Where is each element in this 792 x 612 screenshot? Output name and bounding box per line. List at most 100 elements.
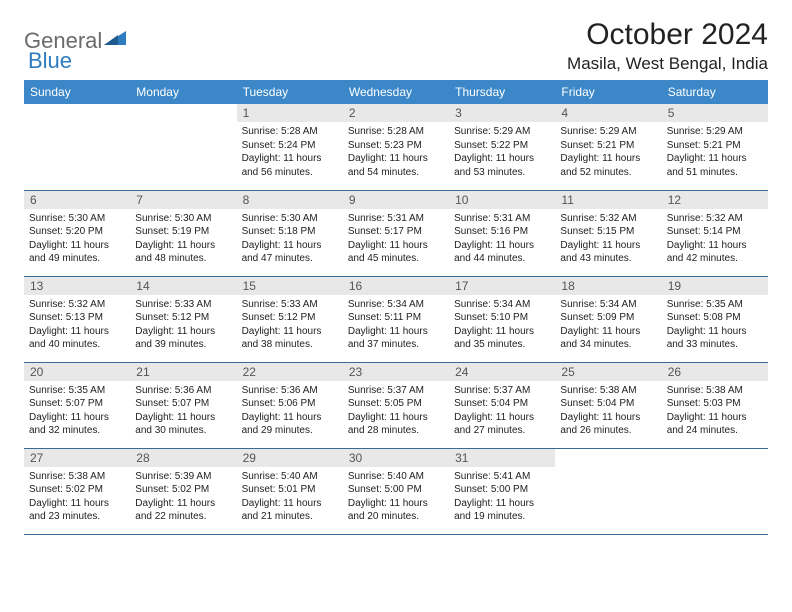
sunset-text: Sunset: 5:12 PM bbox=[135, 311, 231, 325]
sunrise-text: Sunrise: 5:34 AM bbox=[560, 298, 656, 312]
sunrise-text: Sunrise: 5:33 AM bbox=[242, 298, 338, 312]
sunrise-text: Sunrise: 5:35 AM bbox=[667, 298, 763, 312]
calendar-day-cell: 6Sunrise: 5:30 AMSunset: 5:20 PMDaylight… bbox=[24, 190, 130, 276]
day-header: Monday bbox=[130, 80, 236, 104]
calendar-table: Sunday Monday Tuesday Wednesday Thursday… bbox=[24, 80, 768, 535]
day-number: 10 bbox=[449, 191, 555, 209]
day-number: 19 bbox=[662, 277, 768, 295]
calendar-day-cell: 23Sunrise: 5:37 AMSunset: 5:05 PMDayligh… bbox=[343, 362, 449, 448]
calendar-day-cell: 27Sunrise: 5:38 AMSunset: 5:02 PMDayligh… bbox=[24, 448, 130, 534]
daylight-text: Daylight: 11 hours and 48 minutes. bbox=[135, 239, 231, 266]
day-details: Sunrise: 5:28 AMSunset: 5:23 PMDaylight:… bbox=[343, 122, 449, 183]
day-details: Sunrise: 5:35 AMSunset: 5:07 PMDaylight:… bbox=[24, 381, 130, 442]
day-details: Sunrise: 5:34 AMSunset: 5:10 PMDaylight:… bbox=[449, 295, 555, 356]
calendar-day-cell: 8Sunrise: 5:30 AMSunset: 5:18 PMDaylight… bbox=[237, 190, 343, 276]
sunrise-text: Sunrise: 5:38 AM bbox=[667, 384, 763, 398]
daylight-text: Daylight: 11 hours and 26 minutes. bbox=[560, 411, 656, 438]
day-details: Sunrise: 5:38 AMSunset: 5:03 PMDaylight:… bbox=[662, 381, 768, 442]
daylight-text: Daylight: 11 hours and 43 minutes. bbox=[560, 239, 656, 266]
day-header-row: Sunday Monday Tuesday Wednesday Thursday… bbox=[24, 80, 768, 104]
calendar-week-row: 20Sunrise: 5:35 AMSunset: 5:07 PMDayligh… bbox=[24, 362, 768, 448]
day-number: 25 bbox=[555, 363, 661, 381]
sunset-text: Sunset: 5:00 PM bbox=[348, 483, 444, 497]
sunrise-text: Sunrise: 5:32 AM bbox=[667, 212, 763, 226]
day-details: Sunrise: 5:34 AMSunset: 5:09 PMDaylight:… bbox=[555, 295, 661, 356]
daylight-text: Daylight: 11 hours and 56 minutes. bbox=[242, 152, 338, 179]
calendar-day-cell: 2Sunrise: 5:28 AMSunset: 5:23 PMDaylight… bbox=[343, 104, 449, 190]
sunset-text: Sunset: 5:06 PM bbox=[242, 397, 338, 411]
title-block: October 2024 Masila, West Bengal, India bbox=[567, 18, 768, 74]
sunrise-text: Sunrise: 5:33 AM bbox=[135, 298, 231, 312]
sunset-text: Sunset: 5:12 PM bbox=[242, 311, 338, 325]
calendar-day-cell: 16Sunrise: 5:34 AMSunset: 5:11 PMDayligh… bbox=[343, 276, 449, 362]
calendar-week-row: 13Sunrise: 5:32 AMSunset: 5:13 PMDayligh… bbox=[24, 276, 768, 362]
day-number: 8 bbox=[237, 191, 343, 209]
day-number: 22 bbox=[237, 363, 343, 381]
day-details: Sunrise: 5:28 AMSunset: 5:24 PMDaylight:… bbox=[237, 122, 343, 183]
calendar-day-cell: 18Sunrise: 5:34 AMSunset: 5:09 PMDayligh… bbox=[555, 276, 661, 362]
day-details: Sunrise: 5:35 AMSunset: 5:08 PMDaylight:… bbox=[662, 295, 768, 356]
calendar-day-cell: 21Sunrise: 5:36 AMSunset: 5:07 PMDayligh… bbox=[130, 362, 236, 448]
day-number: 5 bbox=[662, 104, 768, 122]
calendar-day-cell: 17Sunrise: 5:34 AMSunset: 5:10 PMDayligh… bbox=[449, 276, 555, 362]
sunrise-text: Sunrise: 5:41 AM bbox=[454, 470, 550, 484]
calendar-week-row: ..1Sunrise: 5:28 AMSunset: 5:24 PMDaylig… bbox=[24, 104, 768, 190]
sunrise-text: Sunrise: 5:37 AM bbox=[454, 384, 550, 398]
day-details: Sunrise: 5:29 AMSunset: 5:21 PMDaylight:… bbox=[662, 122, 768, 183]
sunrise-text: Sunrise: 5:36 AM bbox=[242, 384, 338, 398]
location-label: Masila, West Bengal, India bbox=[567, 54, 768, 74]
month-title: October 2024 bbox=[567, 18, 768, 52]
daylight-text: Daylight: 11 hours and 30 minutes. bbox=[135, 411, 231, 438]
day-number: 3 bbox=[449, 104, 555, 122]
day-details: Sunrise: 5:32 AMSunset: 5:13 PMDaylight:… bbox=[24, 295, 130, 356]
daylight-text: Daylight: 11 hours and 24 minutes. bbox=[667, 411, 763, 438]
sunset-text: Sunset: 5:04 PM bbox=[560, 397, 656, 411]
calendar-day-cell: 20Sunrise: 5:35 AMSunset: 5:07 PMDayligh… bbox=[24, 362, 130, 448]
day-number: 6 bbox=[24, 191, 130, 209]
day-details: Sunrise: 5:40 AMSunset: 5:01 PMDaylight:… bbox=[237, 467, 343, 528]
calendar-day-cell: . bbox=[662, 448, 768, 534]
day-details: Sunrise: 5:41 AMSunset: 5:00 PMDaylight:… bbox=[449, 467, 555, 528]
day-number: 24 bbox=[449, 363, 555, 381]
daylight-text: Daylight: 11 hours and 32 minutes. bbox=[29, 411, 125, 438]
day-details: Sunrise: 5:38 AMSunset: 5:04 PMDaylight:… bbox=[555, 381, 661, 442]
daylight-text: Daylight: 11 hours and 49 minutes. bbox=[29, 239, 125, 266]
daylight-text: Daylight: 11 hours and 21 minutes. bbox=[242, 497, 338, 524]
day-number: 14 bbox=[130, 277, 236, 295]
day-number: 29 bbox=[237, 449, 343, 467]
calendar-day-cell: 3Sunrise: 5:29 AMSunset: 5:22 PMDaylight… bbox=[449, 104, 555, 190]
sunrise-text: Sunrise: 5:40 AM bbox=[348, 470, 444, 484]
day-header: Tuesday bbox=[237, 80, 343, 104]
calendar-day-cell: 13Sunrise: 5:32 AMSunset: 5:13 PMDayligh… bbox=[24, 276, 130, 362]
sunrise-text: Sunrise: 5:28 AM bbox=[242, 125, 338, 139]
calendar-day-cell: 5Sunrise: 5:29 AMSunset: 5:21 PMDaylight… bbox=[662, 104, 768, 190]
day-number: 4 bbox=[555, 104, 661, 122]
sunset-text: Sunset: 5:07 PM bbox=[135, 397, 231, 411]
day-number: 23 bbox=[343, 363, 449, 381]
day-details: Sunrise: 5:30 AMSunset: 5:19 PMDaylight:… bbox=[130, 209, 236, 270]
sunset-text: Sunset: 5:05 PM bbox=[348, 397, 444, 411]
sunrise-text: Sunrise: 5:31 AM bbox=[348, 212, 444, 226]
day-number: 28 bbox=[130, 449, 236, 467]
calendar-day-cell: 31Sunrise: 5:41 AMSunset: 5:00 PMDayligh… bbox=[449, 448, 555, 534]
sunrise-text: Sunrise: 5:32 AM bbox=[560, 212, 656, 226]
sunset-text: Sunset: 5:07 PM bbox=[29, 397, 125, 411]
calendar-day-cell: 1Sunrise: 5:28 AMSunset: 5:24 PMDaylight… bbox=[237, 104, 343, 190]
day-details: Sunrise: 5:37 AMSunset: 5:05 PMDaylight:… bbox=[343, 381, 449, 442]
calendar-day-cell: 11Sunrise: 5:32 AMSunset: 5:15 PMDayligh… bbox=[555, 190, 661, 276]
daylight-text: Daylight: 11 hours and 23 minutes. bbox=[29, 497, 125, 524]
day-number: 12 bbox=[662, 191, 768, 209]
day-number: 15 bbox=[237, 277, 343, 295]
day-details: Sunrise: 5:31 AMSunset: 5:16 PMDaylight:… bbox=[449, 209, 555, 270]
sunrise-text: Sunrise: 5:36 AM bbox=[135, 384, 231, 398]
sunset-text: Sunset: 5:24 PM bbox=[242, 139, 338, 153]
sunrise-text: Sunrise: 5:34 AM bbox=[348, 298, 444, 312]
sunset-text: Sunset: 5:11 PM bbox=[348, 311, 444, 325]
sunset-text: Sunset: 5:17 PM bbox=[348, 225, 444, 239]
calendar-day-cell: 4Sunrise: 5:29 AMSunset: 5:21 PMDaylight… bbox=[555, 104, 661, 190]
sunrise-text: Sunrise: 5:35 AM bbox=[29, 384, 125, 398]
sunrise-text: Sunrise: 5:29 AM bbox=[667, 125, 763, 139]
day-number: 30 bbox=[343, 449, 449, 467]
sunset-text: Sunset: 5:08 PM bbox=[667, 311, 763, 325]
sunset-text: Sunset: 5:02 PM bbox=[135, 483, 231, 497]
